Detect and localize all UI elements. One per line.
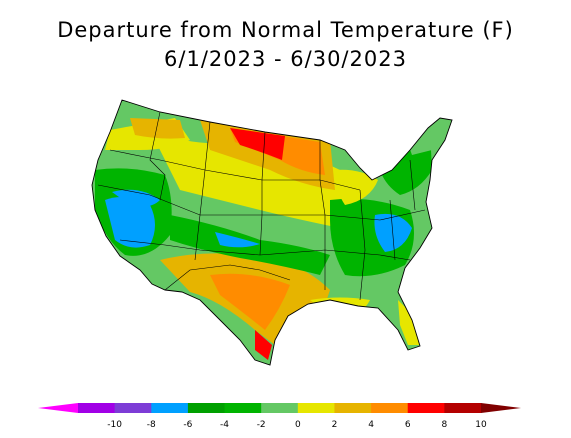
legend-bin xyxy=(334,403,372,413)
state-boundaries xyxy=(91,99,453,366)
legend-bin xyxy=(224,403,262,413)
legend-bin xyxy=(187,403,226,413)
legend-bin-arrow-low xyxy=(38,403,78,413)
legend-tick-label: 8 xyxy=(441,420,447,430)
legend-bin xyxy=(297,403,335,413)
legend-bin xyxy=(407,403,445,413)
legend-tick-label: 6 xyxy=(405,420,411,430)
legend-tick-label: -4 xyxy=(220,420,229,430)
map-title-line2: 6/1/2023 - 6/30/2023 xyxy=(164,47,407,71)
legend-bin xyxy=(114,403,152,413)
legend-bin xyxy=(261,403,299,413)
legend-bin-arrow-high xyxy=(481,403,521,413)
legend-tick-label: 2 xyxy=(332,420,338,430)
legend-bin xyxy=(444,403,482,413)
map-title-line1: Departure from Normal Temperature (F) xyxy=(57,18,514,42)
legend-tick-label: -6 xyxy=(183,420,192,430)
color-legend: -10 -8 -6 -4 -2 0 2 4 6 8 10 xyxy=(38,403,521,430)
legend-tick-label: 4 xyxy=(368,420,374,430)
legend-bin xyxy=(78,403,116,413)
legend-bin xyxy=(371,403,409,413)
legend-tick-label: 10 xyxy=(475,420,487,430)
legend-tick-label: 0 xyxy=(295,420,301,430)
legend-tick-label: -2 xyxy=(257,420,266,430)
legend-tick-label: -8 xyxy=(147,420,156,430)
temperature-departure-map xyxy=(91,99,453,366)
legend-bin xyxy=(151,403,189,413)
legend-tick-label: -10 xyxy=(107,420,122,430)
